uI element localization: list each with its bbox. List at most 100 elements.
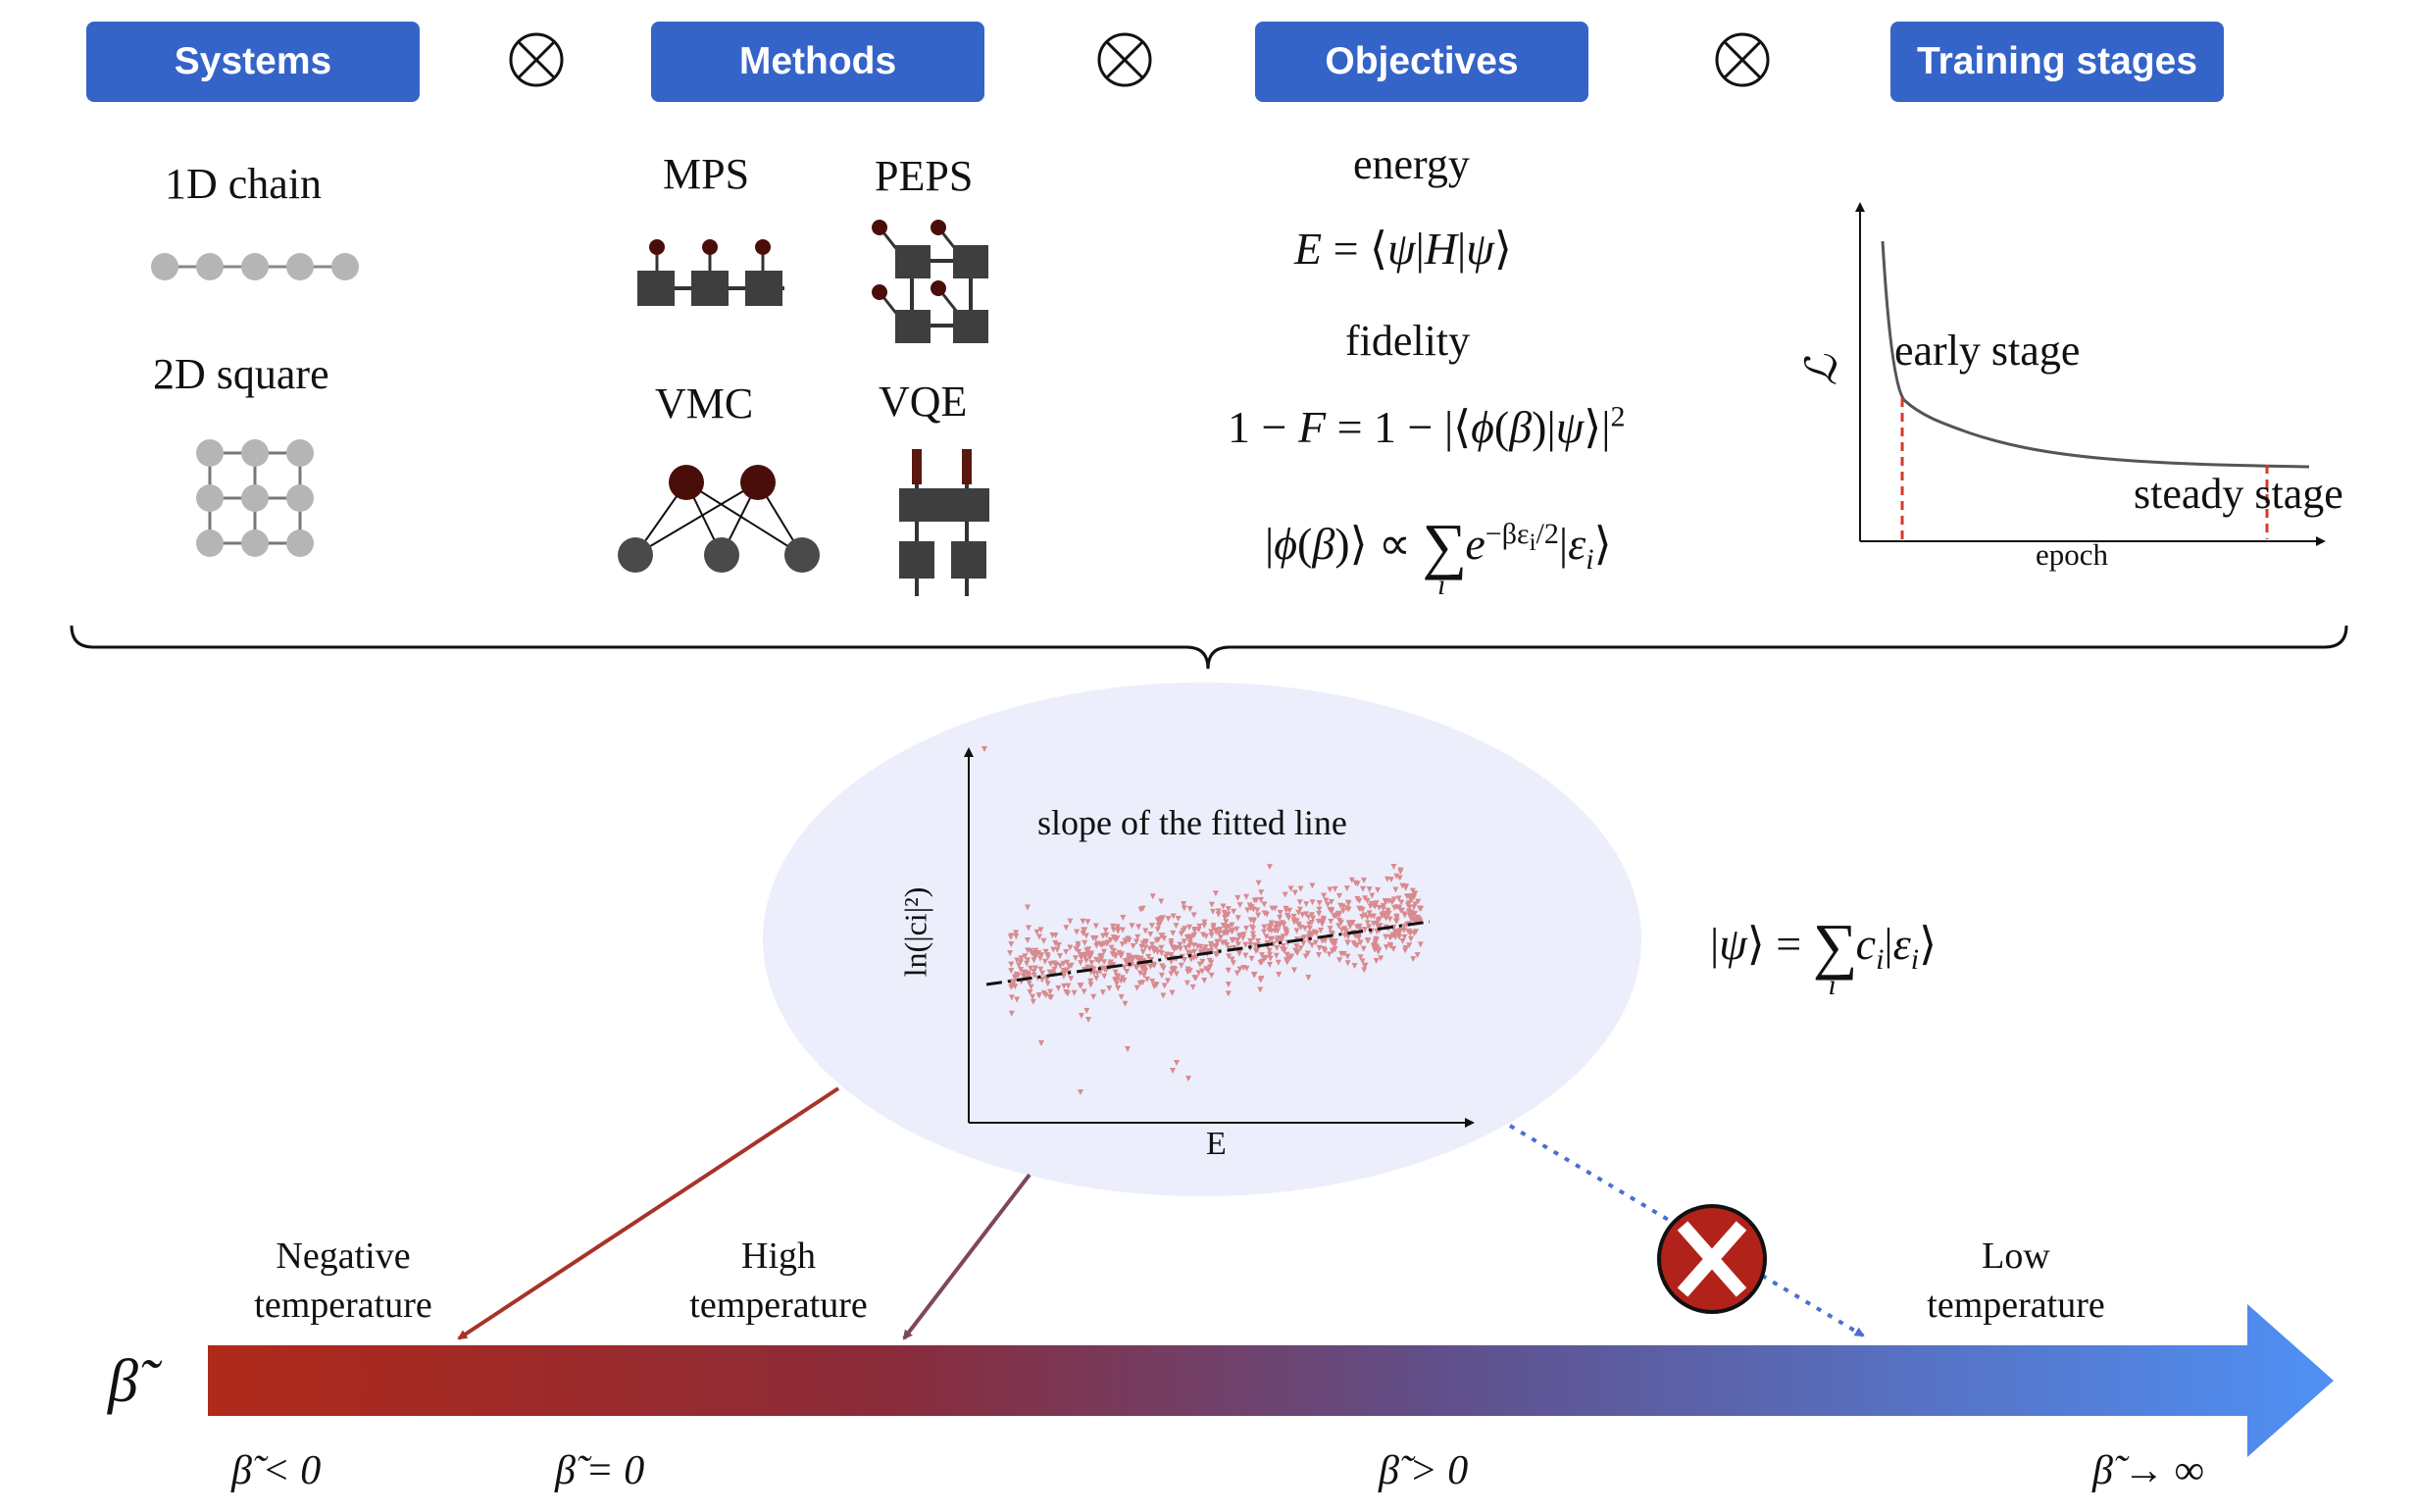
arrow-to-negative xyxy=(457,1086,840,1340)
scatter-point xyxy=(1252,947,1259,954)
scatter-point xyxy=(1130,943,1136,950)
scatter-point xyxy=(1139,940,1146,947)
scatter-point xyxy=(1137,955,1144,962)
temperature-arrow xyxy=(208,1304,2334,1457)
scatter-point xyxy=(1078,1089,1083,1095)
scatter-point xyxy=(1296,899,1303,906)
scatter-point xyxy=(1266,927,1273,933)
scatter-point xyxy=(1131,955,1137,962)
scatter-point xyxy=(1154,927,1161,933)
scatter-point xyxy=(1040,990,1047,997)
tensor-product-icon xyxy=(509,32,564,87)
scatter-point xyxy=(1141,944,1148,951)
scatter-point xyxy=(1169,989,1176,996)
scatter-point xyxy=(1408,897,1415,904)
scatter-point xyxy=(1060,967,1067,974)
scatter-point xyxy=(1028,983,1034,990)
scatter-point xyxy=(1357,939,1364,946)
scatter-point xyxy=(1132,964,1139,971)
scatter-point xyxy=(1294,950,1301,957)
scatter-point xyxy=(1384,907,1391,914)
scatter-point xyxy=(1402,884,1409,891)
scatter-point xyxy=(1248,955,1255,962)
scatter-point xyxy=(1371,913,1378,920)
scatter-point xyxy=(1338,927,1345,933)
scatter-point xyxy=(1120,915,1127,922)
systems-header: Systems xyxy=(86,22,420,102)
scatter-point xyxy=(1035,992,1042,999)
scatter-point xyxy=(1352,880,1359,886)
scatter-point xyxy=(1381,911,1387,918)
scatter-point xyxy=(1133,984,1140,991)
scatter-point xyxy=(1026,980,1032,986)
scatter-point xyxy=(1373,957,1380,964)
scatter-point xyxy=(1258,976,1265,983)
scatter-point xyxy=(1103,932,1110,938)
scatter-point xyxy=(1319,921,1326,928)
scatter-point xyxy=(1392,886,1399,893)
scatter-point xyxy=(1065,990,1072,997)
scatter-point xyxy=(1013,972,1020,979)
scatter-point xyxy=(1382,898,1388,905)
scatter-point xyxy=(1225,967,1232,974)
scatter-point xyxy=(1094,970,1101,977)
scatter-point xyxy=(1233,970,1240,977)
scatter-point xyxy=(1208,944,1215,951)
scatter-point xyxy=(1395,895,1402,902)
scatter-point xyxy=(1150,961,1157,968)
scatter-point xyxy=(1118,993,1125,1000)
energy-title: energy xyxy=(1353,140,1470,188)
scatter-point xyxy=(1402,947,1409,954)
scatter-point xyxy=(1362,962,1369,969)
scatter-point xyxy=(1316,900,1323,907)
scatter-point xyxy=(1261,901,1268,908)
scatter-point xyxy=(1202,944,1209,951)
scatter-point xyxy=(1031,957,1037,964)
scatter-point xyxy=(1090,993,1097,1000)
scatter-point xyxy=(1334,912,1340,919)
scatter-point xyxy=(1031,973,1037,980)
scatter-point xyxy=(1106,985,1113,992)
scatter-point xyxy=(1139,949,1146,956)
scatter-point xyxy=(1220,903,1227,910)
scatter-point xyxy=(1396,875,1403,882)
scatter-point xyxy=(1325,901,1332,908)
scatter-point xyxy=(1181,938,1187,945)
scatter-point xyxy=(1383,933,1389,940)
scatter-point xyxy=(1022,970,1029,977)
scatter-point xyxy=(1099,932,1106,939)
scatter-point xyxy=(1165,916,1172,923)
scatter-point xyxy=(1286,907,1293,914)
scatter-point xyxy=(1175,915,1182,922)
scatter-point xyxy=(1080,918,1086,925)
scatter-point xyxy=(1050,946,1057,953)
scatter-point xyxy=(1401,911,1408,918)
scatter-point xyxy=(1394,929,1401,935)
scatter-point xyxy=(1055,984,1062,991)
scatter-point xyxy=(1364,920,1371,927)
chain-1d-icon xyxy=(151,253,359,280)
scatter-point xyxy=(1097,941,1104,948)
scatter-point xyxy=(1155,923,1162,930)
scatter-point xyxy=(1085,946,1092,953)
scatter-point xyxy=(1336,892,1343,899)
scatter-point xyxy=(1323,897,1330,904)
scatter-point xyxy=(1092,923,1099,930)
scatter-point xyxy=(1303,911,1310,918)
scatter-point xyxy=(1029,950,1035,957)
scatter-point xyxy=(1344,899,1351,906)
scatter-point xyxy=(1416,905,1423,912)
scatter-point xyxy=(1267,935,1274,942)
scatter-point xyxy=(1114,934,1121,941)
scatter-point xyxy=(1174,1060,1180,1066)
scatter-point xyxy=(1336,918,1343,925)
scatter-point xyxy=(1186,935,1193,942)
scatter-point xyxy=(1191,927,1198,933)
scatter-point xyxy=(1234,941,1241,948)
scatter-point xyxy=(1025,925,1032,932)
scatter-point xyxy=(1078,960,1084,967)
scatter-point xyxy=(1234,915,1241,922)
scatter-point xyxy=(1405,929,1412,935)
scatter-point xyxy=(1332,938,1338,945)
scatter-point xyxy=(1158,950,1165,957)
